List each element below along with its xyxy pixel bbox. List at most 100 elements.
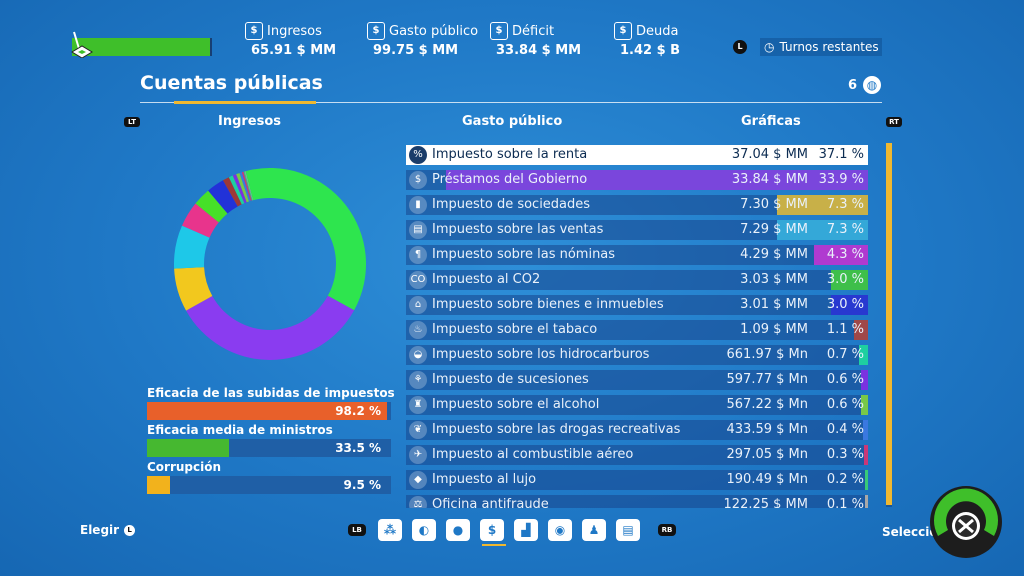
row-percent: 0.4 %: [826, 422, 864, 437]
approval-bar-fill: [72, 38, 210, 56]
column-graficas[interactable]: Gráficas: [741, 114, 801, 129]
row-amount: 7.29 $ MM: [740, 222, 808, 237]
debt-icon: $: [614, 22, 632, 40]
row-share-bar: [859, 345, 868, 365]
row-share-bar: [863, 420, 868, 440]
stat-deficit: $ Déficit 33.84 $ MM: [490, 22, 581, 58]
stat-value: 99.75 $ MM: [373, 43, 459, 58]
income-row[interactable]: ◒ Impuesto sobre los hidrocarburos 661.9…: [406, 345, 868, 365]
income-row[interactable]: % Impuesto sobre la renta 37.04 $ MM 37.…: [406, 145, 868, 165]
row-name: Impuesto de sucesiones: [432, 372, 589, 387]
lightbulb-icon: ●: [452, 523, 464, 537]
row-name: Impuesto sobre las ventas: [432, 222, 604, 237]
lt-button[interactable]: LT: [124, 117, 140, 127]
row-name: Impuesto sobre bienes e inmuebles: [432, 297, 664, 312]
income-row[interactable]: ♨ Impuesto sobre el tabaco 1.09 $ MM 1.1…: [406, 320, 868, 340]
leaf-icon: ❦: [409, 421, 427, 439]
row-share-bar: [865, 495, 868, 508]
income-row[interactable]: ◆ Impuesto al lujo 190.49 $ Mn 0.2 %: [406, 470, 868, 490]
income-row[interactable]: ♜ Impuesto sobre el alcohol 567.22 $ Mn …: [406, 395, 868, 415]
income-row[interactable]: ⚖ Oficina antifraude 122.25 $ MM 0.1 %: [406, 495, 868, 508]
income-icon: $: [245, 22, 263, 40]
income-row[interactable]: ✈ Impuesto al combustible aéreo 297.05 $…: [406, 445, 868, 465]
title-divider: [140, 102, 882, 103]
turns-remaining-button[interactable]: ◷ Turnos restantes: [760, 38, 882, 56]
l-button-icon: L: [124, 524, 136, 536]
row-name: Impuesto sobre el tabaco: [432, 322, 598, 337]
spending-icon: $: [367, 22, 385, 40]
row-percent: 0.6 %: [826, 397, 864, 412]
income-row[interactable]: ❦ Impuesto sobre las drogas recreativas …: [406, 420, 868, 440]
income-row[interactable]: $ Préstamos del Gobierno 33.84 $ MM 33.9…: [406, 170, 868, 190]
row-amount: 33.84 $ MM: [731, 172, 808, 187]
income-row[interactable]: ▮ Impuesto de sociedades 7.30 $ MM 7.3 %: [406, 195, 868, 215]
donut-slice: [243, 171, 253, 201]
tab-document[interactable]: ▤: [616, 519, 640, 541]
row-percent: 0.7 %: [826, 347, 864, 362]
income-row[interactable]: CO Impuesto al CO2 3.03 $ MM 3.0 %: [406, 270, 868, 290]
income-row[interactable]: ▤ Impuesto sobre las ventas 7.29 $ MM 7.…: [406, 220, 868, 240]
donut-slice: [239, 172, 251, 202]
fraud-icon: ⚖: [409, 496, 427, 508]
lb-button[interactable]: LB: [348, 524, 366, 536]
stat-value: 65.91 $ MM: [251, 43, 337, 58]
row-percent: 3.0 %: [826, 297, 864, 312]
l-stick-button[interactable]: L: [733, 40, 747, 54]
row-share-bar: [864, 445, 868, 465]
column-gasto-publico[interactable]: Gasto público: [462, 114, 563, 129]
row-percent: 0.2 %: [826, 472, 864, 487]
rt-button[interactable]: RT: [886, 117, 902, 127]
scrollbar-thumb[interactable]: [886, 143, 892, 505]
donut-slice: [232, 174, 247, 204]
inheritance-icon: ⚘: [409, 371, 427, 389]
row-name: Impuesto sobre las drogas recreativas: [432, 422, 681, 437]
row-percent: 7.3 %: [826, 197, 864, 212]
tab-shield[interactable]: ◐: [412, 519, 436, 541]
tab-medal[interactable]: ◉: [548, 519, 572, 541]
row-amount: 7.30 $ MM: [740, 197, 808, 212]
house-icon: ⌂: [409, 296, 427, 314]
column-ingresos[interactable]: Ingresos: [218, 114, 282, 129]
row-amount: 37.04 $ MM: [731, 147, 808, 162]
tab-people[interactable]: ♟: [582, 519, 606, 541]
row-share-bar: [830, 295, 868, 315]
income-row[interactable]: ⌂ Impuesto sobre bienes e inmuebles 3.01…: [406, 295, 868, 315]
tab-lightbulb[interactable]: ●: [446, 519, 470, 541]
percent-icon: %: [409, 146, 427, 164]
co2-icon: CO: [409, 271, 427, 289]
donut-slice: [195, 190, 228, 223]
row-name: Impuesto de sociedades: [432, 197, 591, 212]
tab-dollar[interactable]: $: [480, 519, 504, 541]
row-name: Impuesto sobre la renta: [432, 147, 588, 162]
title-accent: [174, 101, 316, 104]
row-amount: 4.29 $ MM: [740, 247, 808, 262]
choose-action[interactable]: Elegir L: [80, 523, 136, 537]
stat-deuda: $ Deuda 1.42 $ B: [614, 22, 680, 58]
choose-label: Elegir: [80, 523, 120, 537]
globe-counter[interactable]: 6 ◍: [848, 76, 882, 94]
row-share-bar: [814, 245, 868, 265]
metric-bar-fill: [147, 476, 171, 494]
medal-icon: ◉: [554, 523, 566, 537]
donut-slice: [244, 171, 254, 201]
metric-bar-minister-efficiency: 33.5 %: [147, 439, 391, 457]
row-amount: 567.22 $ Mn: [726, 397, 808, 412]
income-row[interactable]: ¶ Impuesto sobre las nóminas 4.29 $ MM 4…: [406, 245, 868, 265]
metric-bar-tax-efficiency: 98.2 %: [147, 402, 391, 420]
row-percent: 7.3 %: [826, 222, 864, 237]
stat-value: 1.42 $ B: [620, 43, 681, 58]
tab-chart[interactable]: ▟: [514, 519, 538, 541]
row-percent: 0.1 %: [826, 497, 864, 508]
row-percent: 1.1 %: [826, 322, 864, 337]
metric-label: Eficacia media de ministros: [147, 423, 333, 437]
metric-bar-fill: [147, 402, 387, 420]
donut-slice: [223, 177, 242, 207]
row-amount: 297.05 $ Mn: [726, 447, 808, 462]
row-name: Impuesto al CO2: [432, 272, 541, 287]
tab-network[interactable]: ⁂: [378, 519, 402, 541]
diamond-icon: ◆: [409, 471, 427, 489]
row-amount: 190.49 $ Mn: [726, 472, 808, 487]
income-row[interactable]: ⚘ Impuesto de sucesiones 597.77 $ Mn 0.6…: [406, 370, 868, 390]
active-tab-indicator: [482, 544, 506, 546]
rb-button[interactable]: RB: [658, 524, 676, 536]
